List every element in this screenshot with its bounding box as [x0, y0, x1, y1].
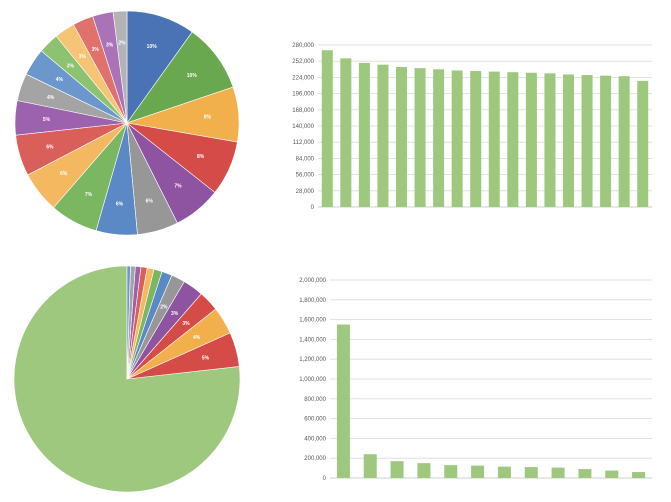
- pie-top-slice-label-8: 7%: [85, 192, 93, 198]
- bar-top-bar-12: [525, 72, 537, 208]
- bar-top-ytick-7: 168,000: [292, 108, 314, 114]
- bar-bottom-ytick-7: 1,200,000: [299, 357, 326, 363]
- bar-bottom-ytick-10: 1,800,000: [299, 298, 326, 304]
- bar-bottom-bar-8: [524, 467, 538, 478]
- bar-bottom-bar-6: [471, 465, 485, 479]
- pie-top-slice-label-2: 10%: [187, 73, 198, 79]
- bar-bottom-ytick-5: 800,000: [304, 397, 326, 403]
- pie-top-slice-label-3: 8%: [204, 115, 212, 121]
- bar-top-bar-13: [544, 73, 556, 207]
- bar-bottom-bar-4: [417, 463, 431, 478]
- bar-top-bar-17: [618, 76, 630, 208]
- bar-bottom-bar-7: [497, 466, 511, 478]
- bar-bottom-ytick-6: 1,000,000: [299, 377, 326, 383]
- bar-bottom-ytick-4: 600,000: [304, 417, 326, 423]
- pie-top-slice-label-4: 8%: [197, 154, 205, 160]
- bar-top-bar-10: [488, 71, 500, 207]
- pie-top-slice-label-11: 5%: [43, 117, 51, 123]
- bar-chart-bottom: 0 200,000 400,000 600,000 800,000 1,000,000 1,…: [299, 278, 652, 482]
- pie-top-slice-label-5: 7%: [174, 183, 182, 189]
- pie-bottom-slice-label-4: 3%: [182, 321, 190, 327]
- bar-bottom-bar-11: [605, 470, 619, 478]
- bar-top-bar-9: [470, 71, 482, 207]
- bar-top-bar-2: [340, 58, 352, 208]
- pie-bottom-slice-label-3: 4%: [193, 335, 201, 341]
- pie-chart-bottom: 5%4%3%3%2%: [13, 265, 241, 493]
- bar-bottom-bar-5: [444, 465, 458, 478]
- bar-top-bar-4: [377, 64, 389, 207]
- bar-bottom-bar-2: [363, 454, 377, 478]
- pie-bottom-slice-13: [126, 265, 131, 380]
- bar-bottom-bar-3: [390, 461, 404, 478]
- pie-top-slice-label-12: 4%: [47, 95, 55, 101]
- bar-top-bar-18: [637, 80, 649, 207]
- pie-top-slice-label-18: 2%: [118, 41, 126, 47]
- bar-top-ytick-3: 56,000: [296, 173, 315, 179]
- pie-top-slice-label-13: 4%: [56, 77, 64, 83]
- bar-top-bar-7: [433, 69, 445, 207]
- bar-bottom-ytick-3: 400,000: [304, 436, 326, 442]
- bar-top-bar-6: [414, 68, 426, 207]
- bar-chart-top: 0 28,000 56,000 84,000 112,000 140,000 168,000…: [292, 43, 652, 211]
- pie-top-slice-label-6: 6%: [146, 199, 154, 205]
- bar-top-ytick-4: 84,000: [296, 156, 315, 162]
- pie-top-slice-label-17: 3%: [106, 42, 114, 48]
- bar-top-ytick-8: 196,000: [292, 92, 314, 98]
- bar-top-ytick-9: 224,000: [292, 75, 314, 81]
- bar-bottom-ytick-1: 0: [323, 476, 327, 482]
- bar-top-ytick-1: 0: [311, 205, 315, 211]
- pie-chart-top: 10%10%8%8%7%6%6%7%6%6%5%4%4%3%3%3%3% 2%: [14, 10, 240, 236]
- bar-bottom-ytick-11: 2,000,000: [299, 278, 326, 284]
- pie-bottom-slice-label-5: 3%: [171, 311, 179, 317]
- bar-top-bar-3: [358, 62, 370, 207]
- bar-bottom-bar-12: [632, 472, 646, 478]
- bar-top-bar-15: [581, 75, 593, 207]
- bar-top-ytick-10: 252,000: [292, 59, 314, 65]
- pie-top-slice-label-14: 3%: [67, 64, 75, 70]
- pie-top-slice-label-7: 6%: [116, 201, 124, 207]
- pie-top-slice-18: [112, 10, 128, 124]
- bar-bottom-bar-9: [551, 467, 565, 478]
- bar-bottom-bar-1: [336, 324, 350, 478]
- bar-bottom-bar-10: [578, 469, 592, 478]
- pie-top-slice-label-9: 6%: [60, 171, 68, 177]
- bar-top-ytick-2: 28,000: [296, 189, 315, 195]
- bar-top-bar-14: [563, 74, 574, 207]
- pie-top-slice-label-16: 3%: [92, 47, 100, 53]
- bar-bottom-ytick-9: 1,600,000: [299, 318, 326, 324]
- bar-top-bar-1: [321, 50, 333, 208]
- bar-bottom-ytick-2: 200,000: [304, 456, 326, 462]
- pie-top-slice-label-10: 6%: [46, 144, 54, 150]
- bar-top-bar-11: [507, 72, 519, 207]
- bar-top-ytick-6: 140,000: [292, 124, 314, 130]
- bar-top-ytick-5: 112,000: [293, 140, 315, 146]
- bar-top-ytick-11: 280,000: [292, 43, 314, 49]
- pie-bottom-slice-label-2: 5%: [202, 356, 210, 362]
- pie-top-slice-label-15: 3%: [78, 54, 86, 60]
- bar-top-bar-5: [396, 66, 407, 208]
- bar-top-bar-16: [600, 75, 612, 207]
- bar-bottom-ytick-8: 1,400,000: [299, 337, 326, 343]
- pie-top-slice-label-1: 10%: [147, 44, 158, 50]
- pie-bottom-slice-label-6: 2%: [160, 304, 168, 310]
- bar-top-bar-8: [451, 70, 463, 208]
